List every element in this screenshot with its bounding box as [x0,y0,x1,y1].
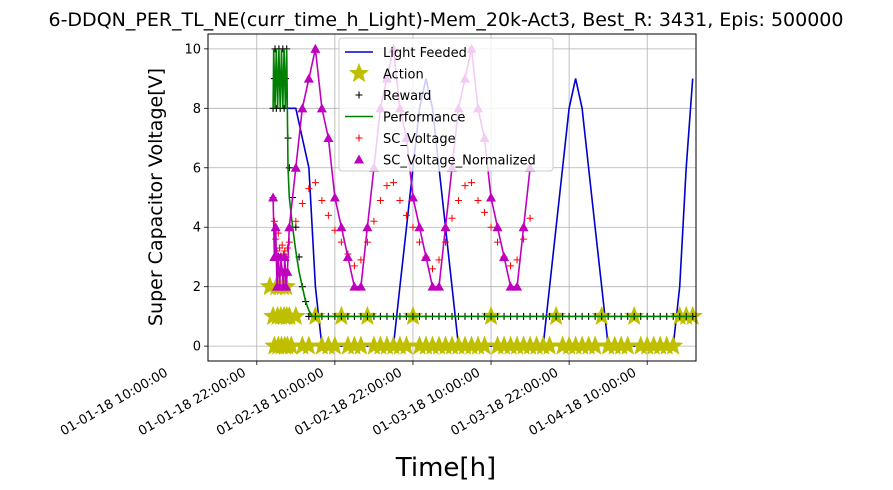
sc-voltage-normalized-point [342,251,353,261]
sc-voltage-normalized-point [290,162,301,172]
sc-voltage-point [474,196,482,204]
y-tick-label: 8 [193,102,201,117]
sc-voltage-point [370,217,378,225]
sc-voltage-point [298,199,306,207]
sc-voltage-normalized-point [310,43,321,53]
sc-voltage-normalized-point [336,222,347,232]
reward-point [280,104,288,112]
sc-voltage-normalized-point [486,192,497,202]
sc-voltage-normalized-point [355,281,366,291]
y-tick-label: 0 [193,340,201,355]
sc-voltage-point [311,179,319,187]
sc-voltage-point [481,208,489,216]
y-tick-label: 4 [193,221,201,236]
legend-plus [355,134,363,142]
sc-voltage-point [292,217,300,225]
sc-voltage-normalized-point [414,222,425,232]
sc-voltage-point [428,265,436,273]
sc-voltage-point [507,262,515,270]
y-tick-label: 10 [184,42,201,57]
series-performance [272,48,693,318]
legend-triangle [354,154,364,164]
reward-point [285,164,293,172]
sc-voltage-point [283,244,291,252]
sc-voltage-point [305,185,313,193]
sc-voltage-normalized-point [433,281,444,291]
action-point [663,335,684,355]
sc-voltage-normalized-point [303,73,314,83]
sc-voltage-point [402,211,410,219]
legend-label: Light Feeded [383,46,467,61]
sc-voltage-point [350,262,358,270]
chart-title: 6-DDQN_PER_TL_NE(curr_time_h_Light)-Mem_… [48,9,843,31]
sc-voltage-point [526,214,534,222]
legend-label: SC_Voltage_Normalized [383,154,536,169]
sc-voltage-point [468,179,476,187]
legend: Light Feeded Action Reward Performance SC_Vo… [338,37,554,172]
legend-plus [355,91,363,99]
legend-label: SC_Voltage [383,132,456,147]
sc-voltage-normalized-point [518,222,529,232]
sc-voltage-normalized-point [297,103,308,113]
sc-voltage-point [448,214,456,222]
sc-voltage-point [520,235,528,243]
sc-voltage-normalized-point [316,103,327,113]
sc-voltage-normalized-point [349,281,360,291]
sc-voltage-normalized-point [407,192,418,202]
sc-voltage-normalized-point [505,281,516,291]
legend-label: Reward [383,89,431,104]
sc-voltage-normalized-point [281,281,292,291]
legend-label: Performance [383,111,465,126]
sc-voltage-normalized-point [329,192,340,202]
x-axis-label: Time[h] [395,453,496,483]
sc-voltage-point [376,196,384,204]
sc-voltage-normalized-point [268,192,279,202]
reward-point [292,223,300,231]
sc-voltage-normalized-point [427,281,438,291]
sc-voltage-point [455,196,463,204]
sc-voltage-point [383,182,391,190]
series-line [272,48,693,318]
y-tick-label: 2 [193,280,201,295]
sc-voltage-normalized-point [499,251,510,261]
legend-label: Action [383,68,424,83]
sc-voltage-normalized-point [279,251,290,261]
sc-voltage-normalized-point [492,222,503,232]
reward-point [305,312,313,320]
sc-voltage-normalized-point [282,266,293,276]
sc-voltage-point [409,223,417,231]
legend-star [348,62,370,83]
sc-voltage-normalized-point [440,222,451,232]
sc-voltage-normalized-point [323,133,334,143]
sc-voltage-normalized-point [284,222,295,232]
sc-voltage-point [487,223,495,231]
y-axis-label: Super Capacitor Voltage[V] [145,68,167,326]
sc-voltage-point [461,182,469,190]
sc-voltage-point [494,238,502,246]
axes-frame [207,33,697,362]
sc-voltage-point [318,196,326,204]
sc-voltage-normalized-point [362,222,373,232]
sc-voltage-point [389,179,397,187]
sc-voltage-point [324,211,332,219]
sc-voltage-normalized-point [512,281,523,291]
legend-box [338,37,554,172]
sc-voltage-point [337,238,345,246]
sc-voltage-point [396,196,404,204]
sc-voltage-normalized-point [420,251,431,261]
action-point [285,305,307,326]
sc-voltage-point [278,241,286,249]
sc-voltage-normalized-point [270,222,281,232]
sc-voltage-point [415,238,423,246]
y-tick-label: 6 [193,161,201,176]
